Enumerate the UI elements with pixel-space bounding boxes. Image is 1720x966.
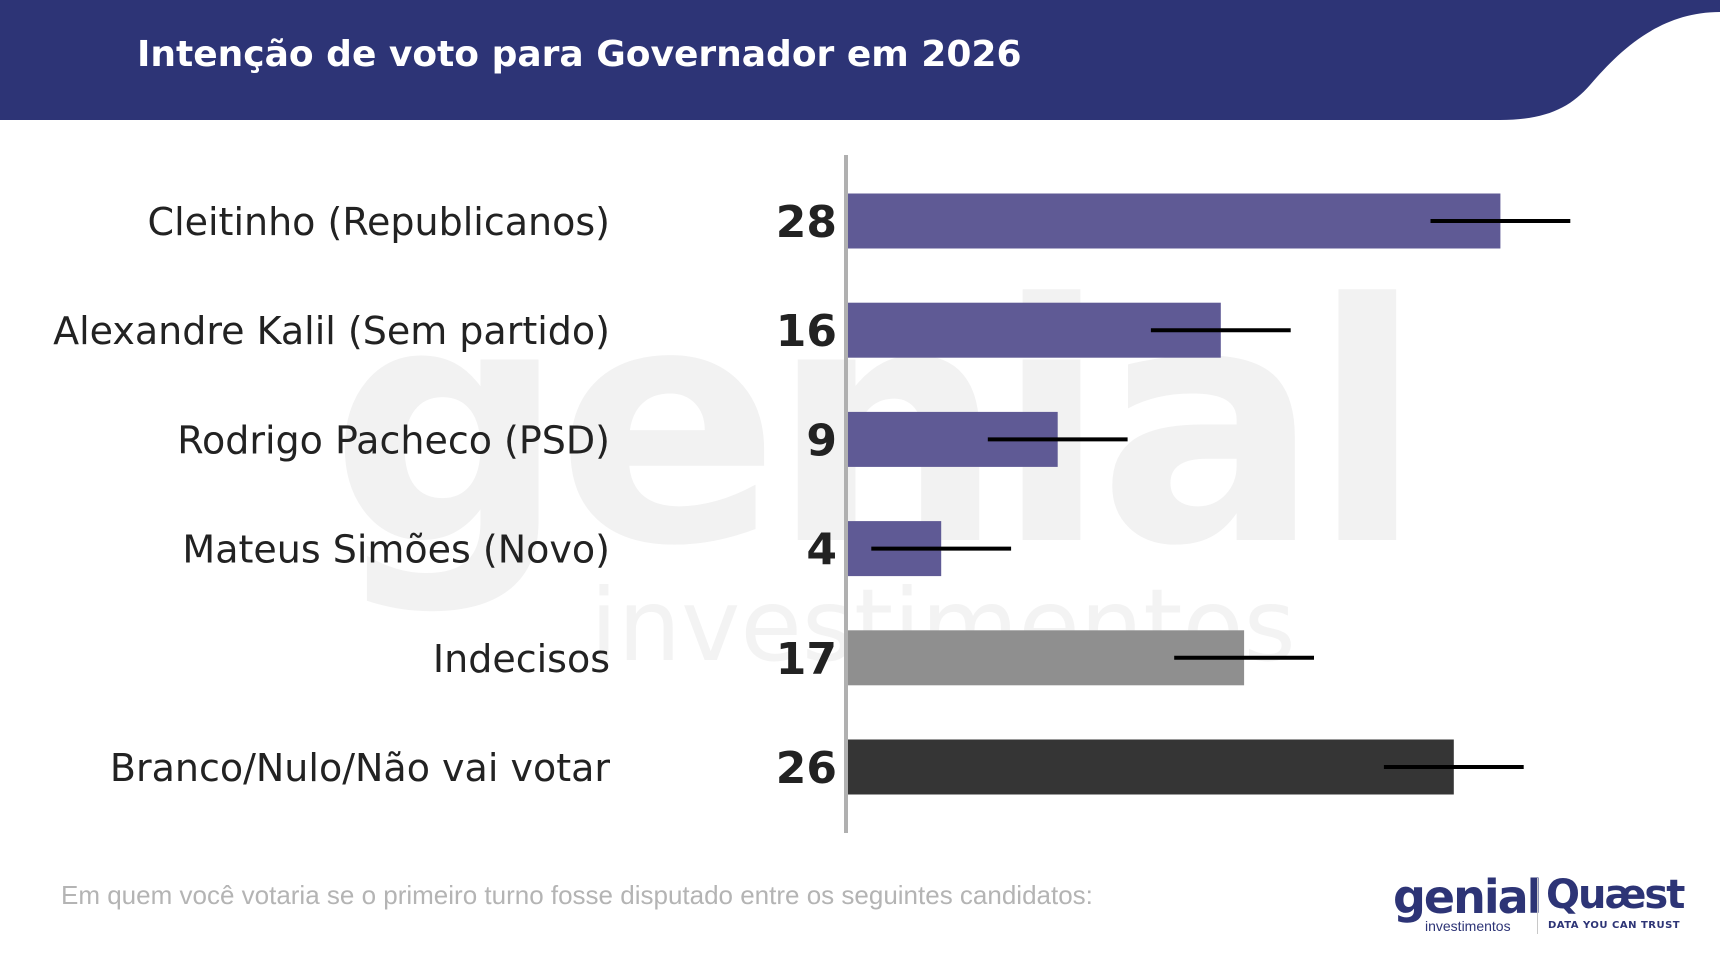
header-banner xyxy=(0,0,1720,120)
logo-divider xyxy=(1537,878,1538,934)
category-label: Rodrigo Pacheco (PSD) xyxy=(177,418,610,462)
quaest-logo: Quæst DATA YOU CAN TRUST xyxy=(1546,872,1685,936)
category-label: Indecisos xyxy=(433,637,610,681)
error-bars-layer xyxy=(871,219,1571,769)
labels-layer: Cleitinho (Republicanos) 28 Alexandre Kali… xyxy=(53,197,837,794)
value-label: 16 xyxy=(776,306,837,357)
value-label: 26 xyxy=(776,743,837,794)
genial-logo: genial investimentos xyxy=(1393,870,1542,936)
page-title: Intenção de voto para Governador em 2026 xyxy=(137,34,1022,75)
category-label: Mateus Simões (Novo) xyxy=(182,528,610,572)
bars-layer xyxy=(848,193,1501,795)
value-label: 17 xyxy=(776,634,837,685)
quaest-logo-tagline: DATA YOU CAN TRUST xyxy=(1548,920,1681,931)
category-label: Cleitinho (Republicanos) xyxy=(148,200,610,244)
survey-question: Em quem você votaria se o primeiro turno… xyxy=(61,880,1093,910)
bar-5 xyxy=(848,739,1454,795)
category-label: Alexandre Kalil (Sem partido) xyxy=(53,309,610,353)
value-label: 9 xyxy=(806,415,837,466)
category-label: Branco/Nulo/Não vai votar xyxy=(110,746,611,790)
genial-logo-word: genial xyxy=(1393,870,1542,924)
bar-0 xyxy=(848,193,1501,249)
value-label: 28 xyxy=(776,197,837,248)
quaest-logo-word: Quæst xyxy=(1546,872,1685,918)
genial-logo-sub: investimentos xyxy=(1425,918,1511,934)
value-label: 4 xyxy=(806,525,837,576)
